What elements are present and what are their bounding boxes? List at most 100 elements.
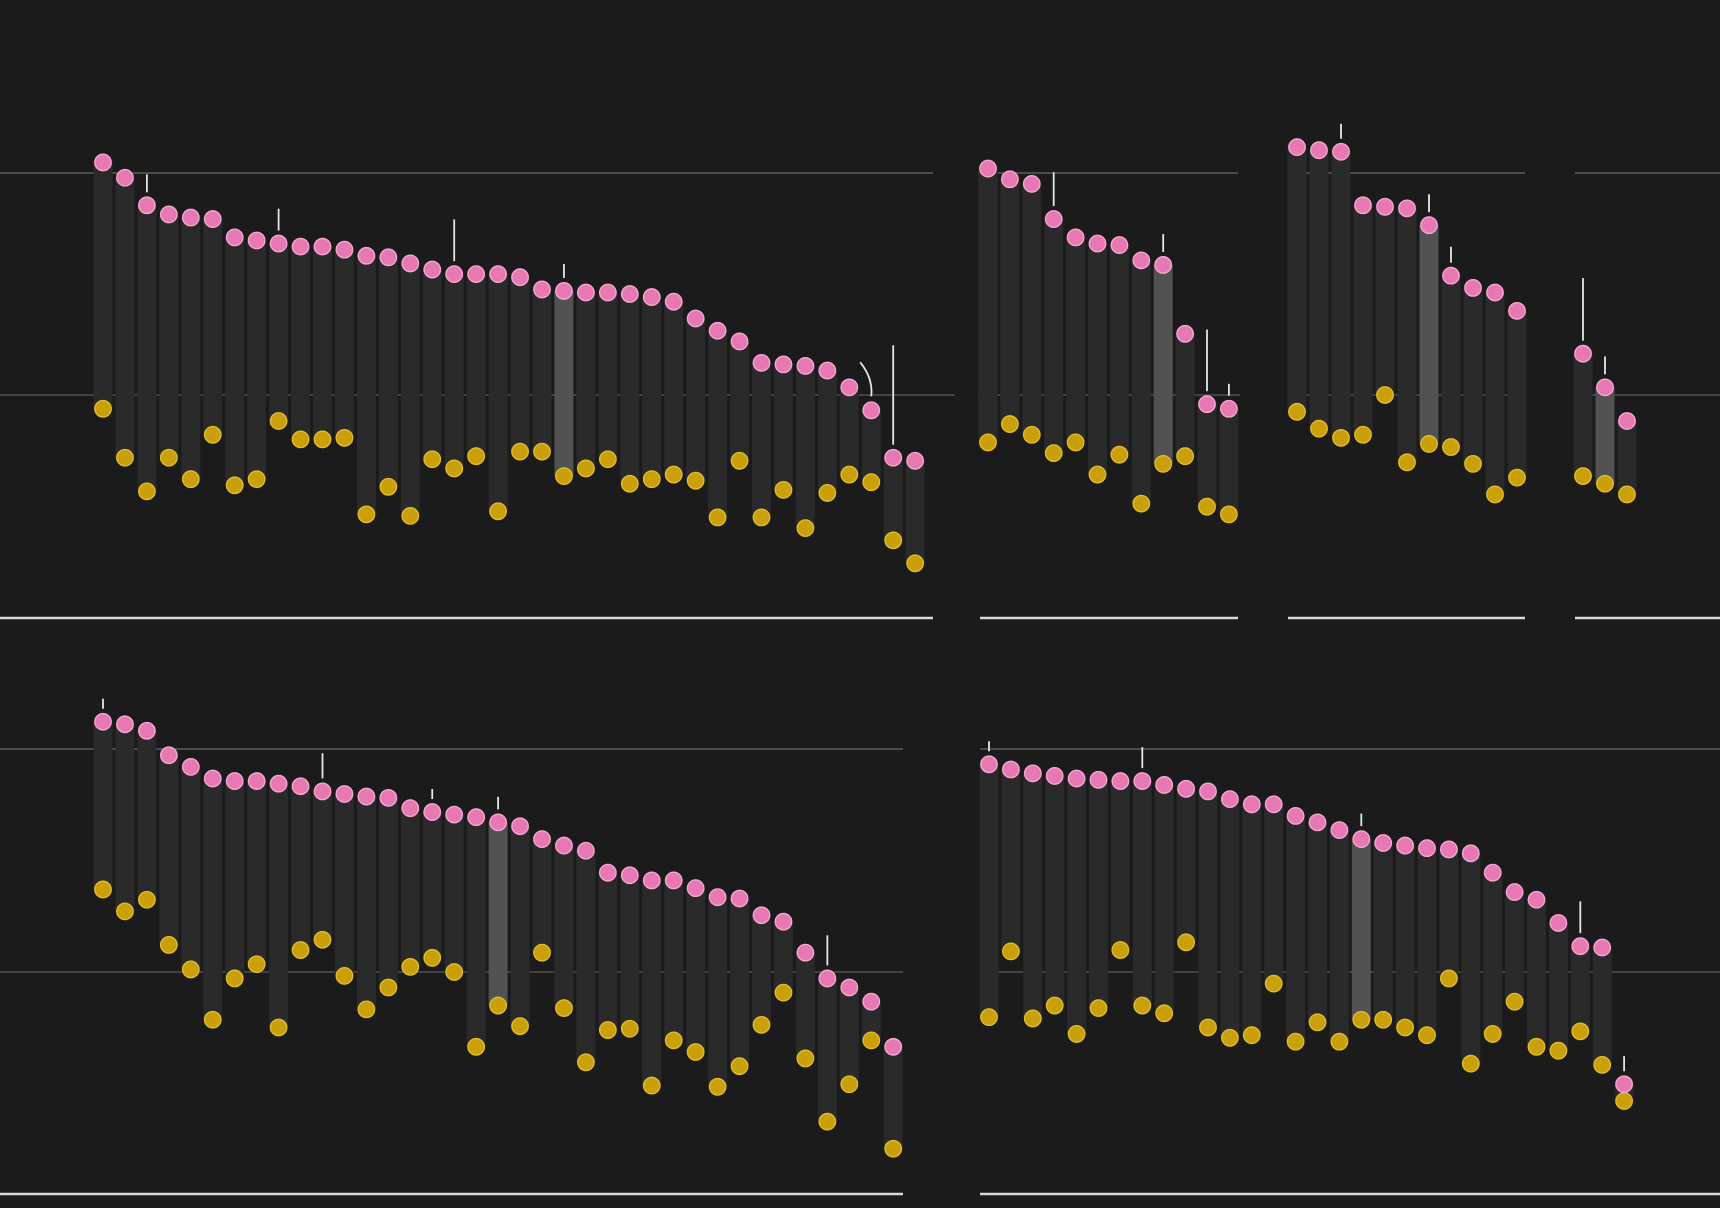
bottom-2-series-a-point-7 [1133, 772, 1152, 790]
bottom-2-series-a-point-0 [980, 755, 998, 774]
top-1-column-18 [488, 274, 508, 512]
top-4-series-b-point-0 [1574, 467, 1592, 485]
top-3-series-a-point-7 [1442, 266, 1460, 285]
top-1-series-b-point-9 [291, 430, 310, 449]
bottom-2-series-a-point-24 [1505, 883, 1524, 901]
bottom-2-series-b-point-9 [1177, 933, 1196, 952]
bottom-2-series-b-point-14 [1286, 1032, 1305, 1051]
top-1-column-3 [159, 214, 179, 458]
top-1-series-b-point-23 [598, 450, 617, 469]
bottom-1-column-34 [839, 987, 859, 1085]
top-1-series-a-point-17 [467, 265, 486, 284]
bottom-1-column-2 [137, 730, 157, 900]
top-1-column-34 [839, 387, 859, 475]
bottom-2-column-28 [1592, 947, 1612, 1065]
top-3-series-b-point-6 [1420, 435, 1438, 453]
bottom-1-series-b-point-2 [137, 890, 156, 909]
top-1-series-a-point-26 [664, 292, 683, 311]
bottom-2-column-26 [1548, 922, 1568, 1051]
bottom-1-series-b-point-18 [489, 996, 507, 1015]
bottom-2-series-a-point-29 [1615, 1075, 1634, 1094]
top-2-series-b-point-8 [1154, 454, 1173, 473]
top-1-column-11 [334, 249, 354, 438]
top-1-series-b-point-5 [203, 425, 222, 444]
top-1-series-a-point-30 [752, 353, 771, 372]
bottom-2-column-17 [1351, 839, 1371, 1020]
bottom-2-column-19 [1395, 845, 1415, 1028]
bottom-1-series-a-point-17 [467, 808, 486, 827]
bottom-2-series-a-point-20 [1418, 839, 1436, 858]
bottom-1-column-32 [795, 952, 815, 1059]
top-1-series-a-point-2 [137, 196, 156, 215]
bottom-2-column-22 [1461, 853, 1481, 1064]
top-3-column-2 [1331, 151, 1351, 438]
top-1-column-6 [225, 237, 245, 486]
bottom-2-column-14 [1286, 815, 1306, 1042]
bottom-1-series-a-point-29 [730, 889, 749, 908]
top-2-column-0 [978, 168, 998, 443]
bottom-1-column-17 [466, 817, 486, 1047]
top-1-series-a-point-5 [203, 210, 222, 228]
bottom-1-series-b-point-30 [752, 1015, 771, 1034]
top-2-column-7 [1131, 260, 1151, 504]
bottom-2-column-8 [1154, 784, 1174, 1014]
bottom-2-series-a-point-23 [1483, 863, 1502, 882]
top-3-series-b-point-1 [1310, 419, 1328, 438]
bottom-1-column-4 [181, 766, 201, 970]
top-1-series-a-point-4 [181, 208, 200, 227]
top-3-series-b-point-3 [1354, 425, 1372, 444]
top-3-column-9 [1485, 292, 1505, 495]
bottom-1-series-a-point-33 [818, 969, 837, 988]
top-1-column-8 [269, 243, 289, 422]
top-1-series-b-point-3 [159, 448, 178, 467]
bottom-1-series-b-point-23 [598, 1021, 617, 1039]
top-3-series-b-point-9 [1486, 485, 1504, 504]
top-1-series-b-point-35 [862, 473, 881, 492]
top-1-column-17 [466, 274, 486, 457]
bottom-2-series-a-point-10 [1199, 782, 1217, 801]
bottom-1-column-18 [488, 822, 508, 1006]
top-1-series-b-point-10 [313, 430, 332, 449]
top-1-series-a-point-35 [862, 401, 881, 420]
bottom-1-column-33 [817, 978, 837, 1122]
bottom-2-series-b-point-7 [1133, 996, 1152, 1015]
top-4-series-a-point-1 [1596, 378, 1614, 397]
top-1-column-30 [752, 362, 771, 518]
top-2-column-6 [1109, 245, 1129, 455]
bottom-1-series-b-point-31 [774, 983, 793, 1002]
bottom-1-series-b-point-11 [335, 966, 354, 985]
top-1-series-b-point-28 [708, 508, 727, 527]
bottom-2-column-1 [1001, 769, 1021, 952]
bottom-2-series-a-point-12 [1242, 795, 1261, 814]
bottom-1-column-10 [313, 791, 332, 940]
bottom-1-series-b-point-1 [116, 902, 134, 921]
top-1-column-35 [861, 410, 881, 483]
bottom-1-series-a-point-19 [511, 817, 529, 836]
top-1-series-b-point-0 [94, 399, 112, 418]
top-2-series-a-point-11 [1220, 399, 1238, 418]
top-1-series-a-point-7 [247, 231, 266, 250]
top-4-series-b-point-1 [1596, 474, 1614, 493]
top-3-column-7 [1441, 275, 1461, 448]
top-2-column-3 [1044, 219, 1064, 454]
bottom-1-column-23 [598, 872, 618, 1031]
bottom-2-column-4 [1067, 778, 1087, 1034]
top-2-series-a-point-4 [1066, 228, 1085, 247]
bottom-2-series-b-point-17 [1352, 1010, 1371, 1029]
bottom-1-series-b-point-7 [247, 955, 266, 974]
top-1-series-b-point-12 [357, 505, 376, 524]
bottom-2-column-9 [1176, 788, 1196, 943]
top-2-series-b-point-9 [1176, 447, 1195, 466]
top-1-series-b-point-32 [796, 519, 815, 538]
bottom-1-series-a-point-35 [862, 992, 881, 1011]
bottom-2-series-b-point-25 [1527, 1037, 1546, 1056]
top-1-series-b-point-29 [730, 451, 749, 470]
top-3-series-a-point-2 [1332, 142, 1350, 161]
bottom-2-series-b-point-22 [1461, 1054, 1480, 1073]
top-1-series-b-point-17 [467, 447, 486, 466]
bottom-1-series-a-point-4 [181, 757, 200, 776]
bottom-2-series-a-point-14 [1286, 807, 1305, 825]
bottom-1-column-29 [730, 898, 750, 1067]
top-1-column-37 [905, 460, 925, 564]
top-2-series-a-point-9 [1176, 324, 1195, 343]
